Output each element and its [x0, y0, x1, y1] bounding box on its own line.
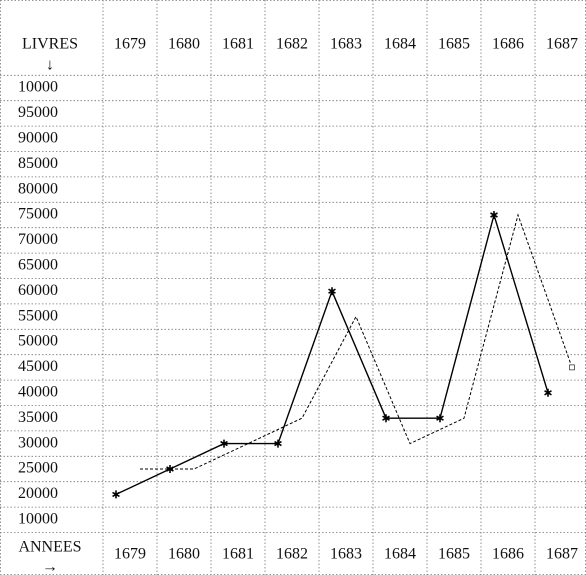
y-tick-label: 10000 [18, 510, 58, 527]
y-tick-label: 20000 [18, 485, 58, 502]
x-axis-arrow: → [42, 559, 58, 575]
y-tick-label: 30000 [18, 434, 58, 451]
point-marker [436, 414, 444, 423]
point-marker [328, 287, 336, 296]
y-tick-label: 65000 [18, 256, 58, 273]
x-tick-label: 1681 [222, 546, 254, 563]
y-tick-label: 40000 [18, 383, 58, 400]
x-tick-label-top: 1683 [330, 36, 362, 53]
y-tick-label: 35000 [18, 409, 58, 426]
point-marker [274, 439, 282, 448]
x-tick-label: 1680 [168, 546, 200, 563]
x-tick-label: 1687 [546, 546, 578, 563]
y-tick-label: 55000 [18, 307, 58, 324]
x-tick-label-top: 1679 [114, 36, 146, 53]
y-tick-label: 10000 [18, 79, 58, 96]
y-tick-label: 50000 [18, 333, 58, 350]
x-tick-label: 1684 [384, 546, 416, 563]
point-marker [490, 211, 498, 219]
x-tick-label: 1683 [330, 546, 362, 563]
x-tick-label-top: 1685 [438, 36, 470, 53]
series-line [140, 213, 573, 470]
point-marker [382, 414, 390, 423]
y-tick-label: 90000 [18, 129, 58, 146]
x-tick-label-top: 1687 [546, 36, 578, 53]
point-marker [220, 439, 228, 448]
x-tick-label: 1679 [114, 546, 146, 563]
x-tick-label-top: 1684 [384, 36, 416, 53]
x-tick-label: 1682 [276, 546, 308, 563]
x-tick-label-top: 1682 [276, 36, 308, 53]
y-tick-label: 25000 [18, 460, 58, 477]
y-tick-label: 75000 [18, 206, 58, 223]
y-tick-label: 95000 [18, 104, 58, 121]
x-axis-label: ANNEES [18, 539, 81, 556]
y-tick-label: 80000 [18, 180, 58, 197]
x-tick-label-top: 1680 [168, 36, 200, 53]
y-axis-arrow: ↓ [46, 57, 54, 74]
y-tick-label: 70000 [18, 231, 58, 248]
y-tick-label: 60000 [18, 282, 58, 299]
x-tick-label: 1686 [492, 546, 524, 563]
y-axis-label: LIVRES [22, 36, 78, 53]
y-tick-label: 45000 [18, 358, 58, 375]
y-tick-label: 85000 [18, 155, 58, 172]
x-tick-label-top: 1686 [492, 36, 524, 53]
point-marker [544, 388, 552, 397]
point-marker [112, 490, 120, 499]
point-marker [569, 364, 575, 371]
x-tick-label-top: 1681 [222, 36, 254, 53]
x-tick-label: 1685 [438, 546, 470, 563]
